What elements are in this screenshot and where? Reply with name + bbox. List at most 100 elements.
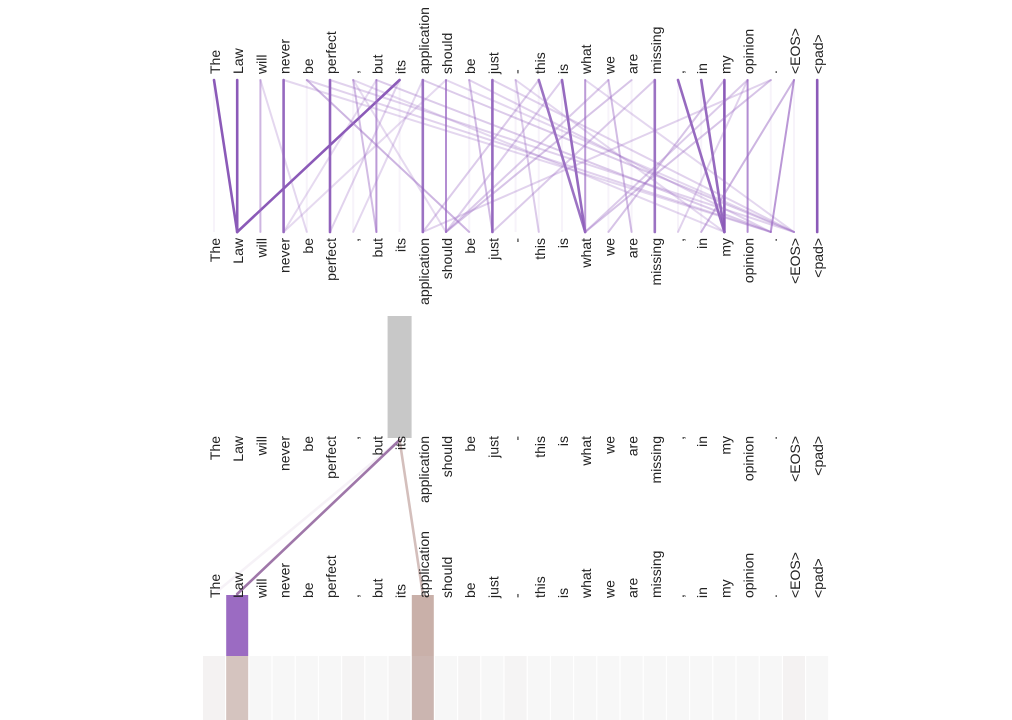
detail-source-token[interactable]: will (253, 436, 269, 456)
overview-target-token[interactable]: be (462, 238, 478, 254)
detail-source-token[interactable]: perfect (323, 436, 339, 479)
detail-target-token[interactable]: Law (230, 571, 246, 598)
overview-target-token[interactable]: The (207, 238, 223, 262)
detail-target-token[interactable]: <pad> (810, 558, 826, 598)
overview-source-token[interactable]: Law (230, 47, 246, 74)
overview-source-token[interactable]: are (625, 54, 641, 74)
overview-source-token[interactable]: - (509, 69, 525, 74)
overview-source-token[interactable]: The (207, 50, 223, 74)
detail-target-token[interactable]: are (625, 578, 641, 598)
detail-source-token[interactable]: just (485, 436, 501, 459)
overview-source-token[interactable]: . (764, 70, 780, 74)
overview-source-token[interactable]: perfect (323, 31, 339, 74)
overview-target-token[interactable]: <pad> (810, 238, 826, 278)
detail-source-token[interactable]: we (601, 436, 617, 455)
overview-target-token[interactable]: - (509, 238, 525, 243)
detail-target-token[interactable]: The (207, 574, 223, 598)
overview-target-token[interactable]: my (717, 238, 733, 257)
detail-source-token[interactable]: should (439, 436, 455, 477)
overview-target-token[interactable]: are (625, 238, 641, 258)
overview-source-token[interactable]: will (253, 55, 269, 75)
detail-source-token[interactable]: what (578, 436, 594, 467)
detail-target-token[interactable]: its (393, 584, 409, 598)
overview-target-token[interactable]: just (485, 238, 501, 261)
overview-target-token[interactable]: this (532, 238, 548, 260)
overview-target-token[interactable]: , (671, 238, 687, 242)
overview-target-token[interactable]: perfect (323, 238, 339, 281)
overview-target-token[interactable]: <EOS> (787, 238, 803, 284)
detail-target-token[interactable]: be (462, 582, 478, 598)
overview-target-token[interactable]: we (601, 238, 617, 257)
overview-target-token[interactable]: should (439, 238, 455, 279)
detail-source-token[interactable]: application (416, 436, 432, 503)
detail-source-token[interactable]: - (509, 436, 525, 441)
overview-target-token[interactable]: be (300, 238, 316, 254)
detail-target-token[interactable]: will (253, 579, 269, 599)
detail-source-token[interactable]: <pad> (810, 436, 826, 476)
detail-target-token[interactable]: we (601, 580, 617, 599)
detail-source-token[interactable]: its (393, 436, 409, 450)
overview-target-token[interactable]: , (346, 238, 362, 242)
overview-source-token[interactable]: never (277, 39, 293, 74)
detail-target-token[interactable]: my (717, 579, 733, 598)
detail-source-token[interactable]: , (671, 436, 687, 440)
overview-target-token[interactable]: . (764, 238, 780, 242)
detail-target-token[interactable]: missing (648, 551, 664, 598)
detail-target-token[interactable]: in (694, 587, 710, 598)
detail-source-token[interactable]: . (764, 436, 780, 440)
overview-source-token[interactable]: , (671, 70, 687, 74)
overview-source-token[interactable]: , (346, 70, 362, 74)
overview-source-token[interactable]: application (416, 7, 432, 74)
detail-target-token[interactable]: what (578, 568, 594, 599)
overview-target-token[interactable]: application (416, 238, 432, 305)
overview-source-token[interactable]: be (462, 58, 478, 74)
overview-source-token[interactable]: just (485, 52, 501, 75)
detail-source-token[interactable]: but (369, 436, 385, 456)
overview-source-token[interactable]: <EOS> (787, 28, 803, 74)
overview-source-token[interactable]: we (601, 56, 617, 75)
detail-target-token[interactable]: but (369, 578, 385, 598)
detail-target-token[interactable]: is (555, 588, 571, 598)
detail-source-token[interactable]: The (207, 436, 223, 460)
overview-source-token[interactable]: in (694, 63, 710, 74)
overview-source-token[interactable]: what (578, 44, 594, 75)
overview-source-token[interactable]: opinion (741, 29, 757, 74)
detail-target-token[interactable]: - (509, 593, 525, 598)
overview-source-token[interactable]: my (717, 55, 733, 74)
detail-target-token[interactable]: , (671, 594, 687, 598)
detail-source-token[interactable]: my (717, 436, 733, 455)
detail-source-token[interactable]: Law (230, 435, 246, 462)
detail-source-token[interactable]: be (300, 436, 316, 452)
detail-target-token[interactable]: should (439, 557, 455, 598)
overview-target-token[interactable]: in (694, 238, 710, 249)
overview-source-token[interactable]: <pad> (810, 34, 826, 74)
detail-target-token[interactable]: . (764, 594, 780, 598)
selected-token-highlight[interactable] (387, 316, 412, 438)
overview-target-token[interactable]: is (555, 238, 571, 248)
overview-target-token[interactable]: never (277, 238, 293, 273)
overview-source-token[interactable]: be (300, 58, 316, 74)
overview-source-token[interactable]: its (393, 60, 409, 74)
detail-source-token[interactable]: be (462, 436, 478, 452)
overview-target-token[interactable]: Law (230, 237, 246, 264)
detail-target-token[interactable]: be (300, 582, 316, 598)
detail-source-token[interactable]: in (694, 436, 710, 447)
overview-source-token[interactable]: missing (648, 27, 664, 74)
overview-target-token[interactable]: opinion (741, 238, 757, 283)
detail-source-token[interactable]: this (532, 436, 548, 458)
overview-target-token[interactable]: what (578, 238, 594, 269)
detail-target-token[interactable]: never (277, 563, 293, 598)
detail-target-token[interactable]: <EOS> (787, 552, 803, 598)
detail-source-token[interactable]: <EOS> (787, 436, 803, 482)
overview-target-token[interactable]: missing (648, 238, 664, 285)
overview-source-token[interactable]: is (555, 64, 571, 74)
overview-target-token[interactable]: will (253, 238, 269, 258)
overview-source-token[interactable]: this (532, 52, 548, 74)
detail-target-token[interactable]: application (416, 531, 432, 598)
overview-source-token[interactable]: should (439, 33, 455, 74)
detail-source-token[interactable]: never (277, 436, 293, 471)
detail-target-token[interactable]: perfect (323, 555, 339, 598)
detail-target-token[interactable]: this (532, 576, 548, 598)
detail-target-token[interactable]: just (485, 576, 501, 599)
detail-source-token[interactable]: , (346, 436, 362, 440)
